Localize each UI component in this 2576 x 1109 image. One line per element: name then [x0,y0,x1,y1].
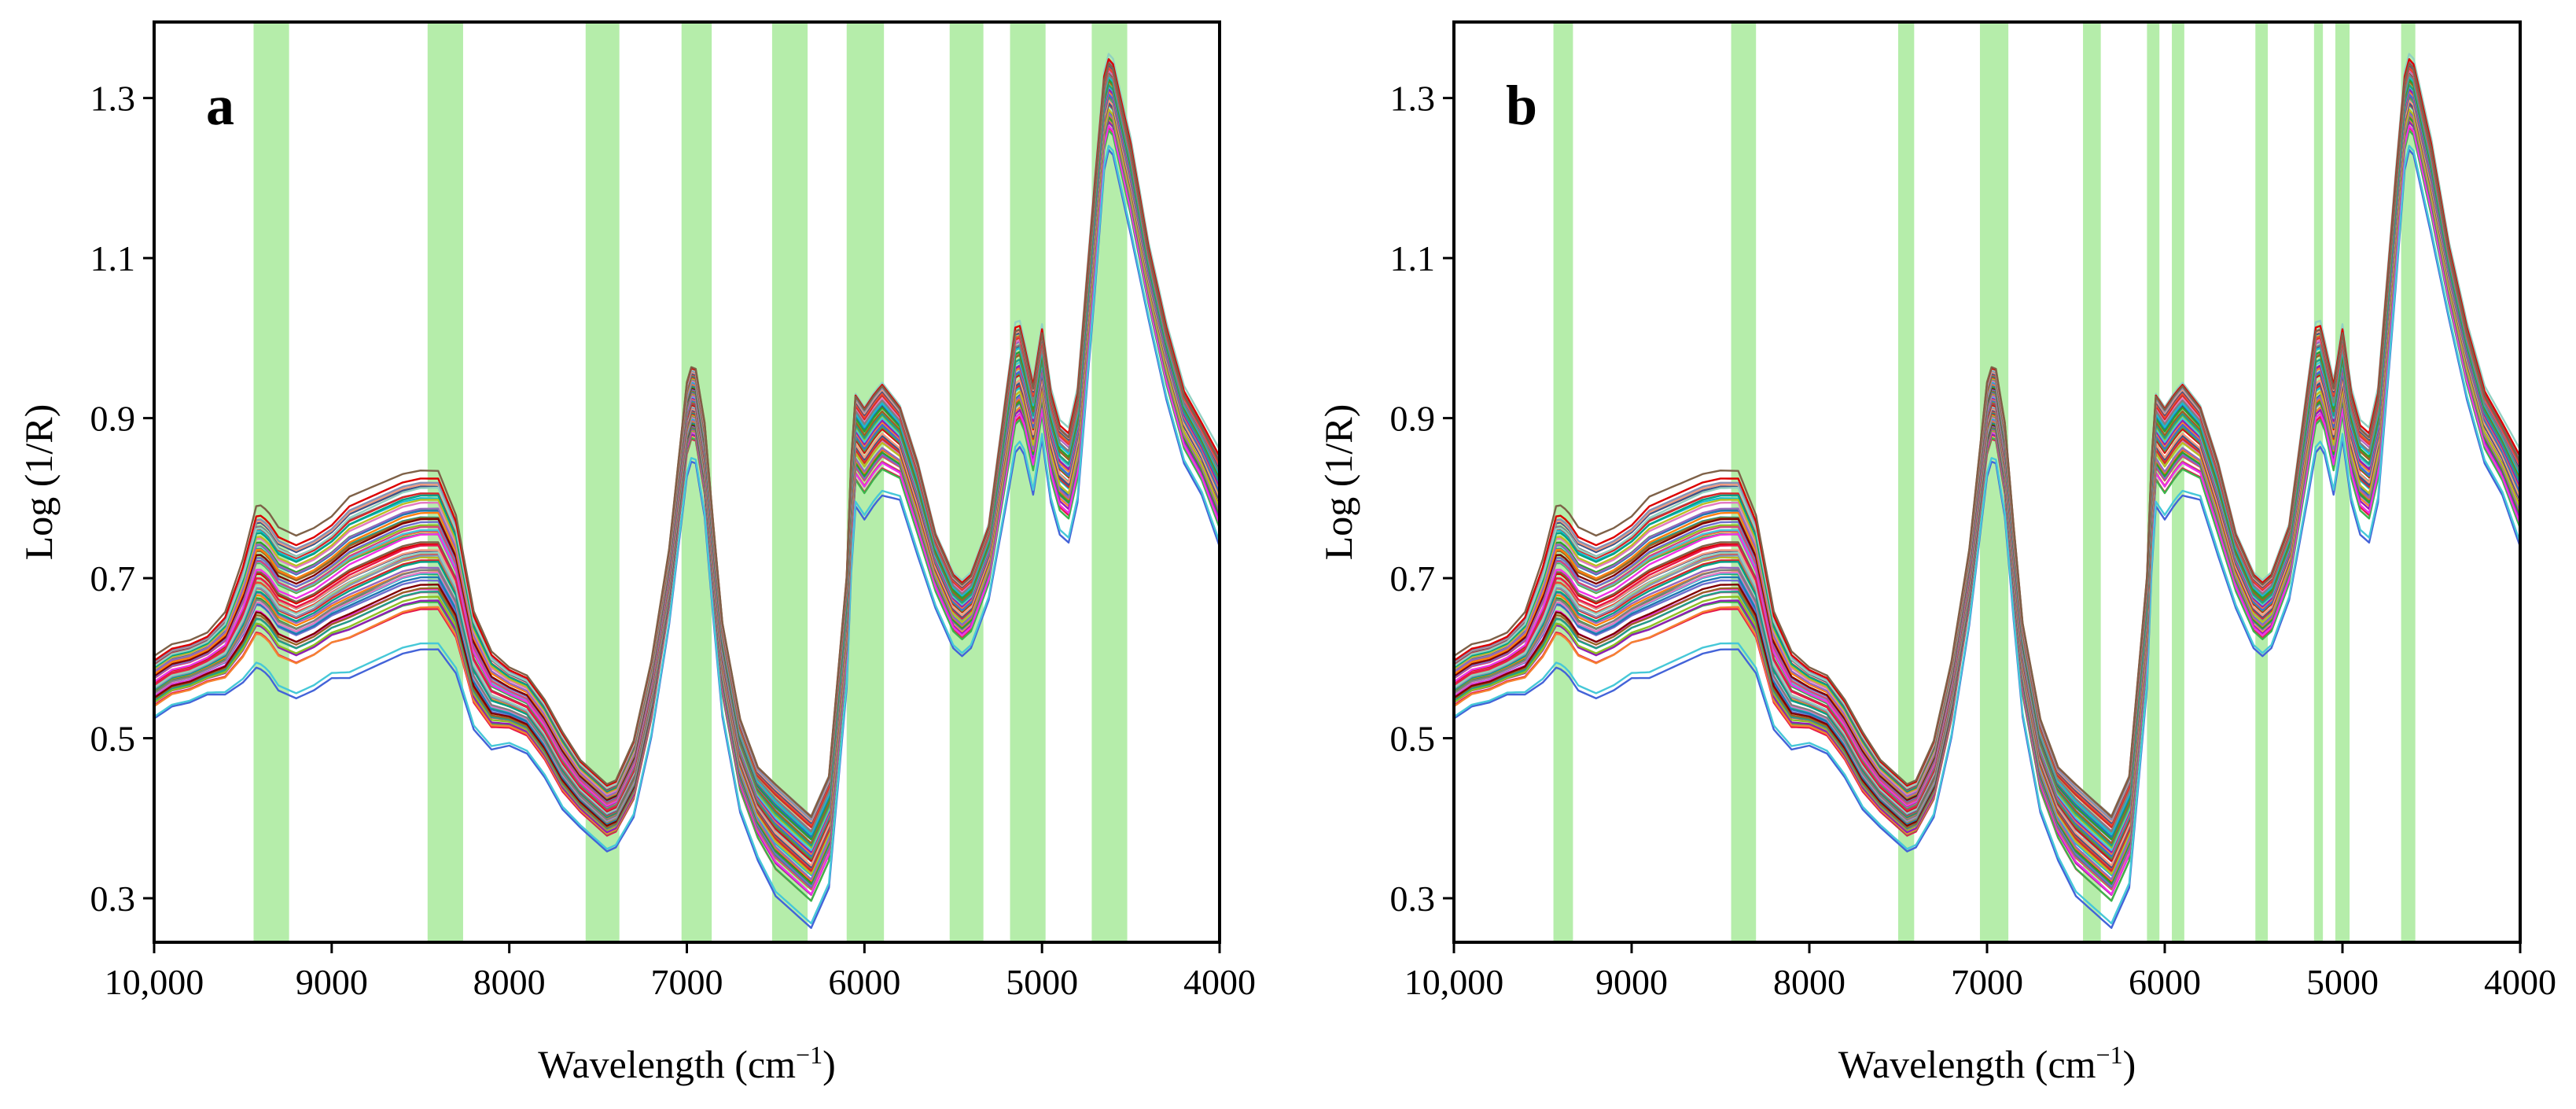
highlight-band-7 [2172,22,2184,942]
y-tick-label: 0.3 [90,879,136,919]
y-tick-label: 1.3 [90,79,136,119]
x-axis-title-end: ) [822,1042,836,1086]
y-axis-ticks: 0.3 0.5 0.7 0.9 1.1 1.3 [1390,79,1454,919]
highlight-band-3 [1898,22,1915,942]
y-tick-label: 0.7 [90,558,136,599]
y-tick-label: 0.3 [1390,879,1436,919]
x-tick-label: 7000 [1951,962,2023,1002]
y-tick-label: 0.9 [1390,399,1436,439]
spectrum-line-60 [1454,62,2520,819]
highlight-band-10 [2335,22,2350,942]
x-tick-label: 10,000 [105,962,204,1002]
x-axis-title: Wavelength (cm−1) [538,1041,836,1086]
y-axis-title: Log (1/R) [17,404,61,561]
y-axis-title: Log (1/R) [1316,404,1360,561]
x-tick-label: 4000 [1183,962,1256,1002]
highlight-bands [253,22,1128,942]
x-axis-title-end: ) [2123,1042,2136,1086]
spectra-lines [154,53,1220,929]
x-tick-label: 5000 [1006,962,1078,1002]
x-tick-label: 7000 [651,962,723,1002]
x-tick-label: 4000 [2484,962,2556,1002]
panel-b: 10,000 9000 8000 7000 6000 5000 4000 0.3 0.5 0.7… [1316,20,2556,1086]
highlight-band-5 [2083,22,2101,942]
x-tick-label: 6000 [828,962,900,1002]
panel-label: a [206,74,234,137]
x-axis-ticks: 10,000 9000 8000 7000 6000 5000 4000 [105,942,1256,1002]
highlight-band-9 [2313,22,2324,942]
spectrum-line-60 [154,62,1220,819]
x-tick-label: 6000 [2129,962,2201,1002]
y-tick-label: 0.7 [1390,558,1436,599]
x-tick-label: 9000 [1595,962,1668,1002]
y-tick-label: 1.3 [1390,79,1436,119]
x-axis-ticks: 10,000 9000 8000 7000 6000 5000 4000 [1404,942,2556,1002]
panel-label: b [1506,74,1537,137]
y-tick-label: 0.5 [1390,719,1436,759]
highlight-band-8 [2255,22,2269,942]
highlight-band-1 [1553,22,1573,942]
y-tick-label: 0.5 [90,719,136,759]
y-tick-label: 1.1 [1390,238,1436,278]
x-axis-title-main: Wavelength (cm [538,1042,796,1086]
y-tick-label: 0.9 [90,399,136,439]
highlight-band-7 [949,22,984,942]
x-tick-label: 10,000 [1404,962,1504,1002]
x-tick-label: 5000 [2306,962,2379,1002]
x-tick-label: 9000 [296,962,368,1002]
x-axis-title-superscript: −1 [796,1041,822,1069]
highlight-band-1 [253,22,289,942]
spectrum-line-6 [1454,145,2520,925]
x-axis-title-main: Wavelength (cm [1838,1042,2096,1086]
spectrum-line-6 [154,145,1220,925]
x-tick-label: 8000 [1773,962,1846,1002]
x-axis-title: Wavelength (cm−1) [1838,1041,2136,1086]
panel-a: 10,000 9000 8000 7000 6000 5000 4000 0.3 0.5 0.7… [17,20,1256,1086]
x-tick-label: 8000 [473,962,546,1002]
highlight-band-11 [2401,22,2416,942]
y-axis-ticks: 0.3 0.5 0.7 0.9 1.1 1.3 [90,79,154,919]
x-axis-title-superscript: −1 [2096,1041,2123,1069]
y-tick-label: 1.1 [90,238,136,278]
highlight-band-8 [1010,22,1046,942]
spectra-lines [1454,53,2520,929]
